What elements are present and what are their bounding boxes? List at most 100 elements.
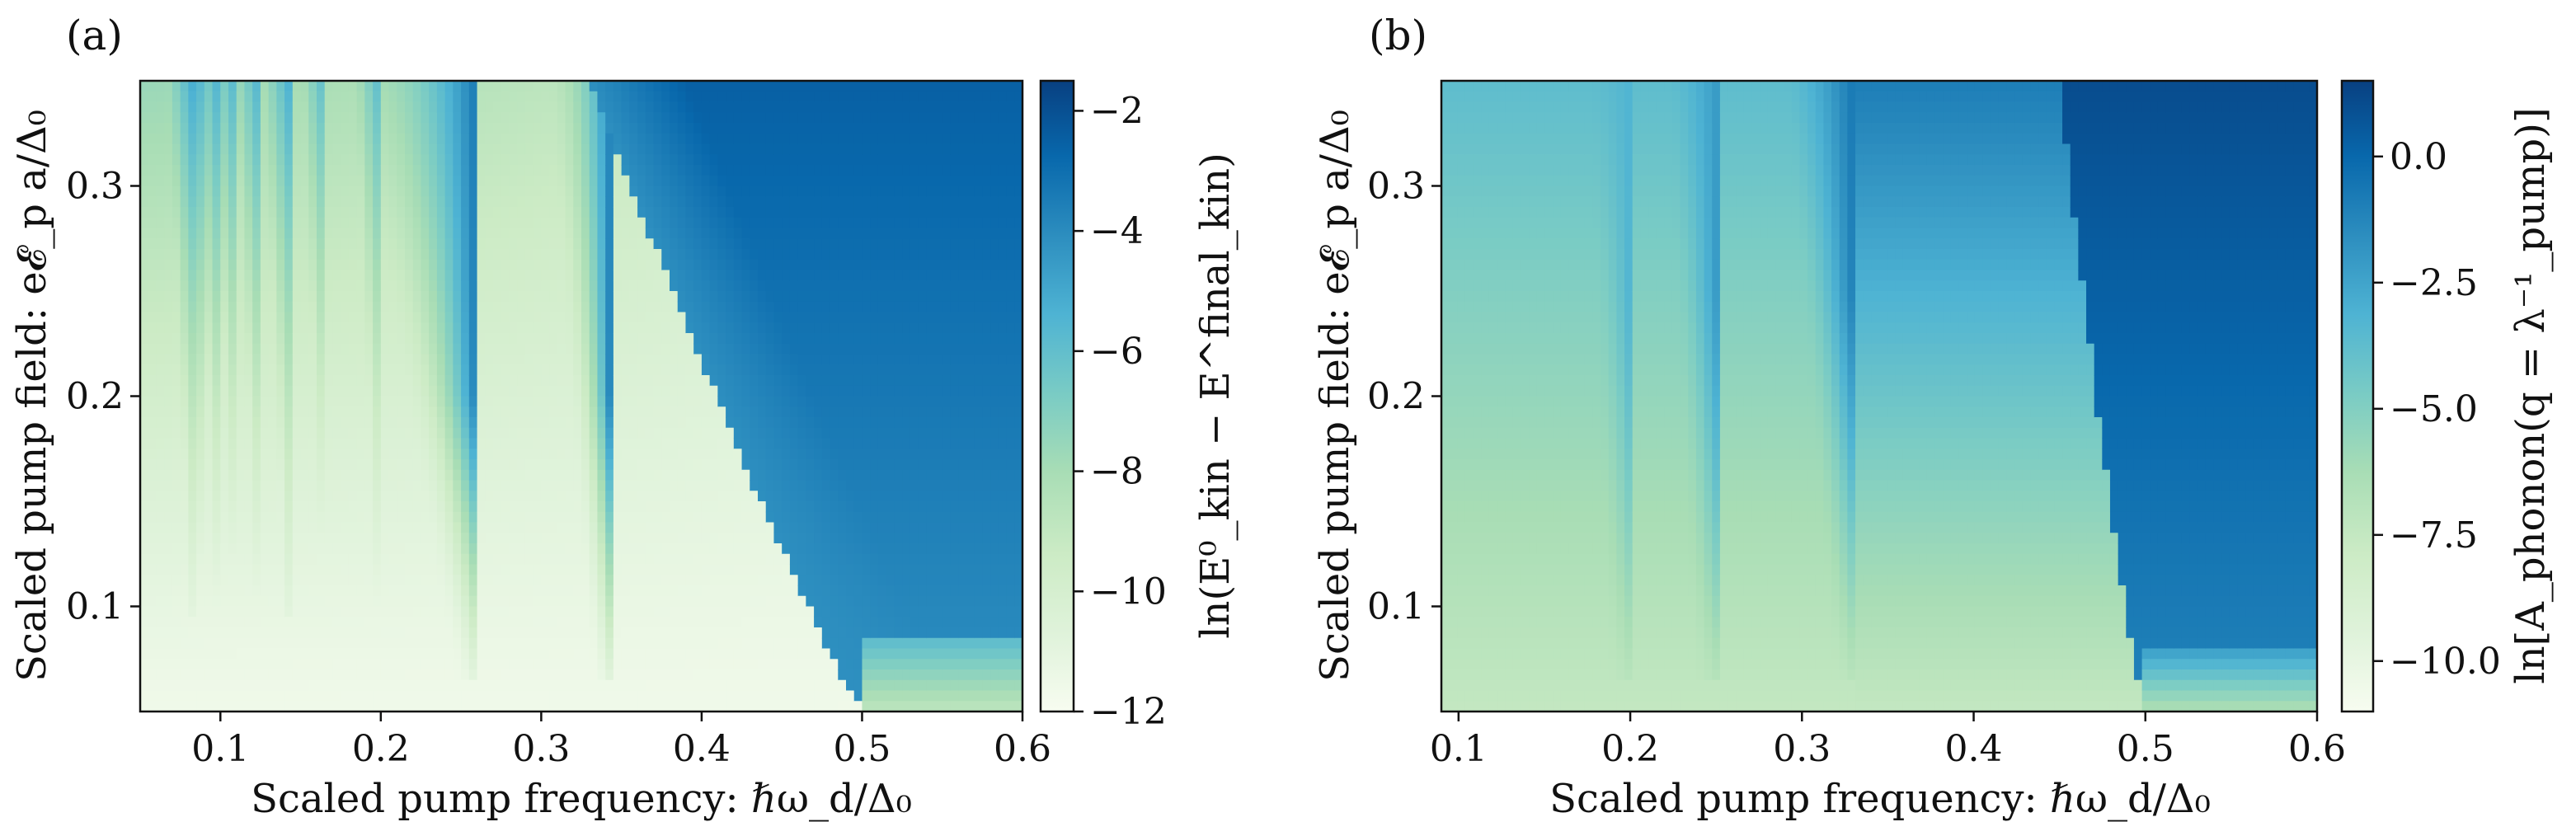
heatmap-cell [733,112,743,124]
heatmap-cell [444,186,454,197]
heatmap-cell [629,165,638,176]
heatmap-cell [300,491,309,502]
heatmap-cell [204,154,214,166]
heatmap-cell [292,669,302,681]
heatmap-cell [605,585,614,597]
heatmap-cell [373,259,382,271]
heatmap-cell [741,270,750,281]
heatmap-cell [380,249,390,261]
heatmap-cell [252,249,261,261]
heatmap-cell [260,491,270,502]
heatmap-cell [356,143,365,155]
heatmap-cell [517,406,526,418]
heatmap-cell [477,449,486,460]
heatmap-cell [260,469,270,481]
heatmap-cell [621,533,630,544]
heatmap-cell [637,101,646,113]
heatmap-cell [573,217,582,229]
heatmap-cell [661,91,670,103]
heatmap-cell [701,133,711,145]
heatmap-cell [292,595,302,608]
heatmap-cell [717,617,726,628]
heatmap-cell [758,123,767,134]
heatmap-cell [670,123,679,134]
heatmap-cell [252,312,261,323]
heatmap-cell [348,101,358,113]
heatmap-cell [541,238,550,250]
heatmap-cell [613,480,623,491]
heatmap-cell [388,143,397,155]
heatmap-cell [332,648,341,660]
heatmap-cell [741,154,750,166]
heatmap-cell [212,417,221,429]
heatmap-cell [276,364,285,376]
heatmap-cell [709,228,718,239]
heatmap-cell [701,438,711,449]
heatmap-cell [421,291,430,303]
heatmap-cell [557,249,566,261]
heatmap-cell [485,291,494,303]
heatmap-cell [180,595,189,608]
heatmap-cell [172,143,181,155]
heatmap-cell [501,690,510,702]
heatmap-cell [573,553,582,566]
heatmap-cell [750,123,759,134]
heatmap-cell [782,196,791,208]
heatmap-cell [196,511,205,524]
heatmap-cell [797,280,806,292]
heatmap-cell [461,112,470,124]
heatmap-cell [717,112,726,124]
heatmap-cell [637,648,646,660]
heatmap-cell [453,575,462,586]
heatmap-cell [373,143,382,155]
heatmap-cell [308,417,317,429]
heatmap-cell [292,553,302,566]
heatmap-cell [685,249,694,261]
heatmap-cell [252,669,261,681]
heatmap-cell [373,322,382,334]
heatmap-cell [348,81,358,92]
heatmap-cell [388,480,397,491]
heatmap-cell [517,312,526,323]
heatmap-cell [212,81,221,92]
heatmap-cell [292,627,302,639]
heatmap-cell [260,270,270,281]
heatmap-cell [405,575,414,586]
heatmap-cell [220,81,229,92]
heatmap-cell [268,238,277,250]
heatmap-cell [373,396,382,407]
heatmap-cell [541,280,550,292]
heatmap-cell [172,196,181,208]
heatmap-cell [605,343,614,355]
heatmap-cell [701,449,711,460]
heatmap-cell [509,343,518,355]
heatmap-cell [180,322,189,334]
heatmap-cell [533,385,542,397]
heatmap-cell [380,133,390,145]
heatmap-cell [733,564,743,575]
heatmap-cell [196,533,205,544]
heatmap-cell [436,270,446,281]
heatmap-cell [789,669,799,681]
heatmap-cell [140,186,149,197]
heatmap-cell [405,522,414,533]
heatmap-cell [341,438,350,449]
heatmap-cell [501,228,510,239]
heatmap-cell [501,112,510,124]
heatmap-cell [356,648,365,660]
heatmap-cell [789,154,799,166]
heatmap-cell [308,690,317,702]
heatmap-cell [541,511,550,524]
heatmap-cell [773,270,783,281]
heatmap-cell [268,553,277,566]
heatmap-cell [693,679,703,692]
heatmap-cell [260,354,270,365]
heatmap-cell [412,575,422,586]
heatmap-cell [501,522,510,533]
heatmap-cell [164,637,173,650]
heatmap-cell [236,270,246,281]
heatmap-cell [629,364,638,376]
heatmap-cell [317,690,326,702]
heatmap-cell [773,354,783,365]
heatmap-cell [373,627,382,639]
